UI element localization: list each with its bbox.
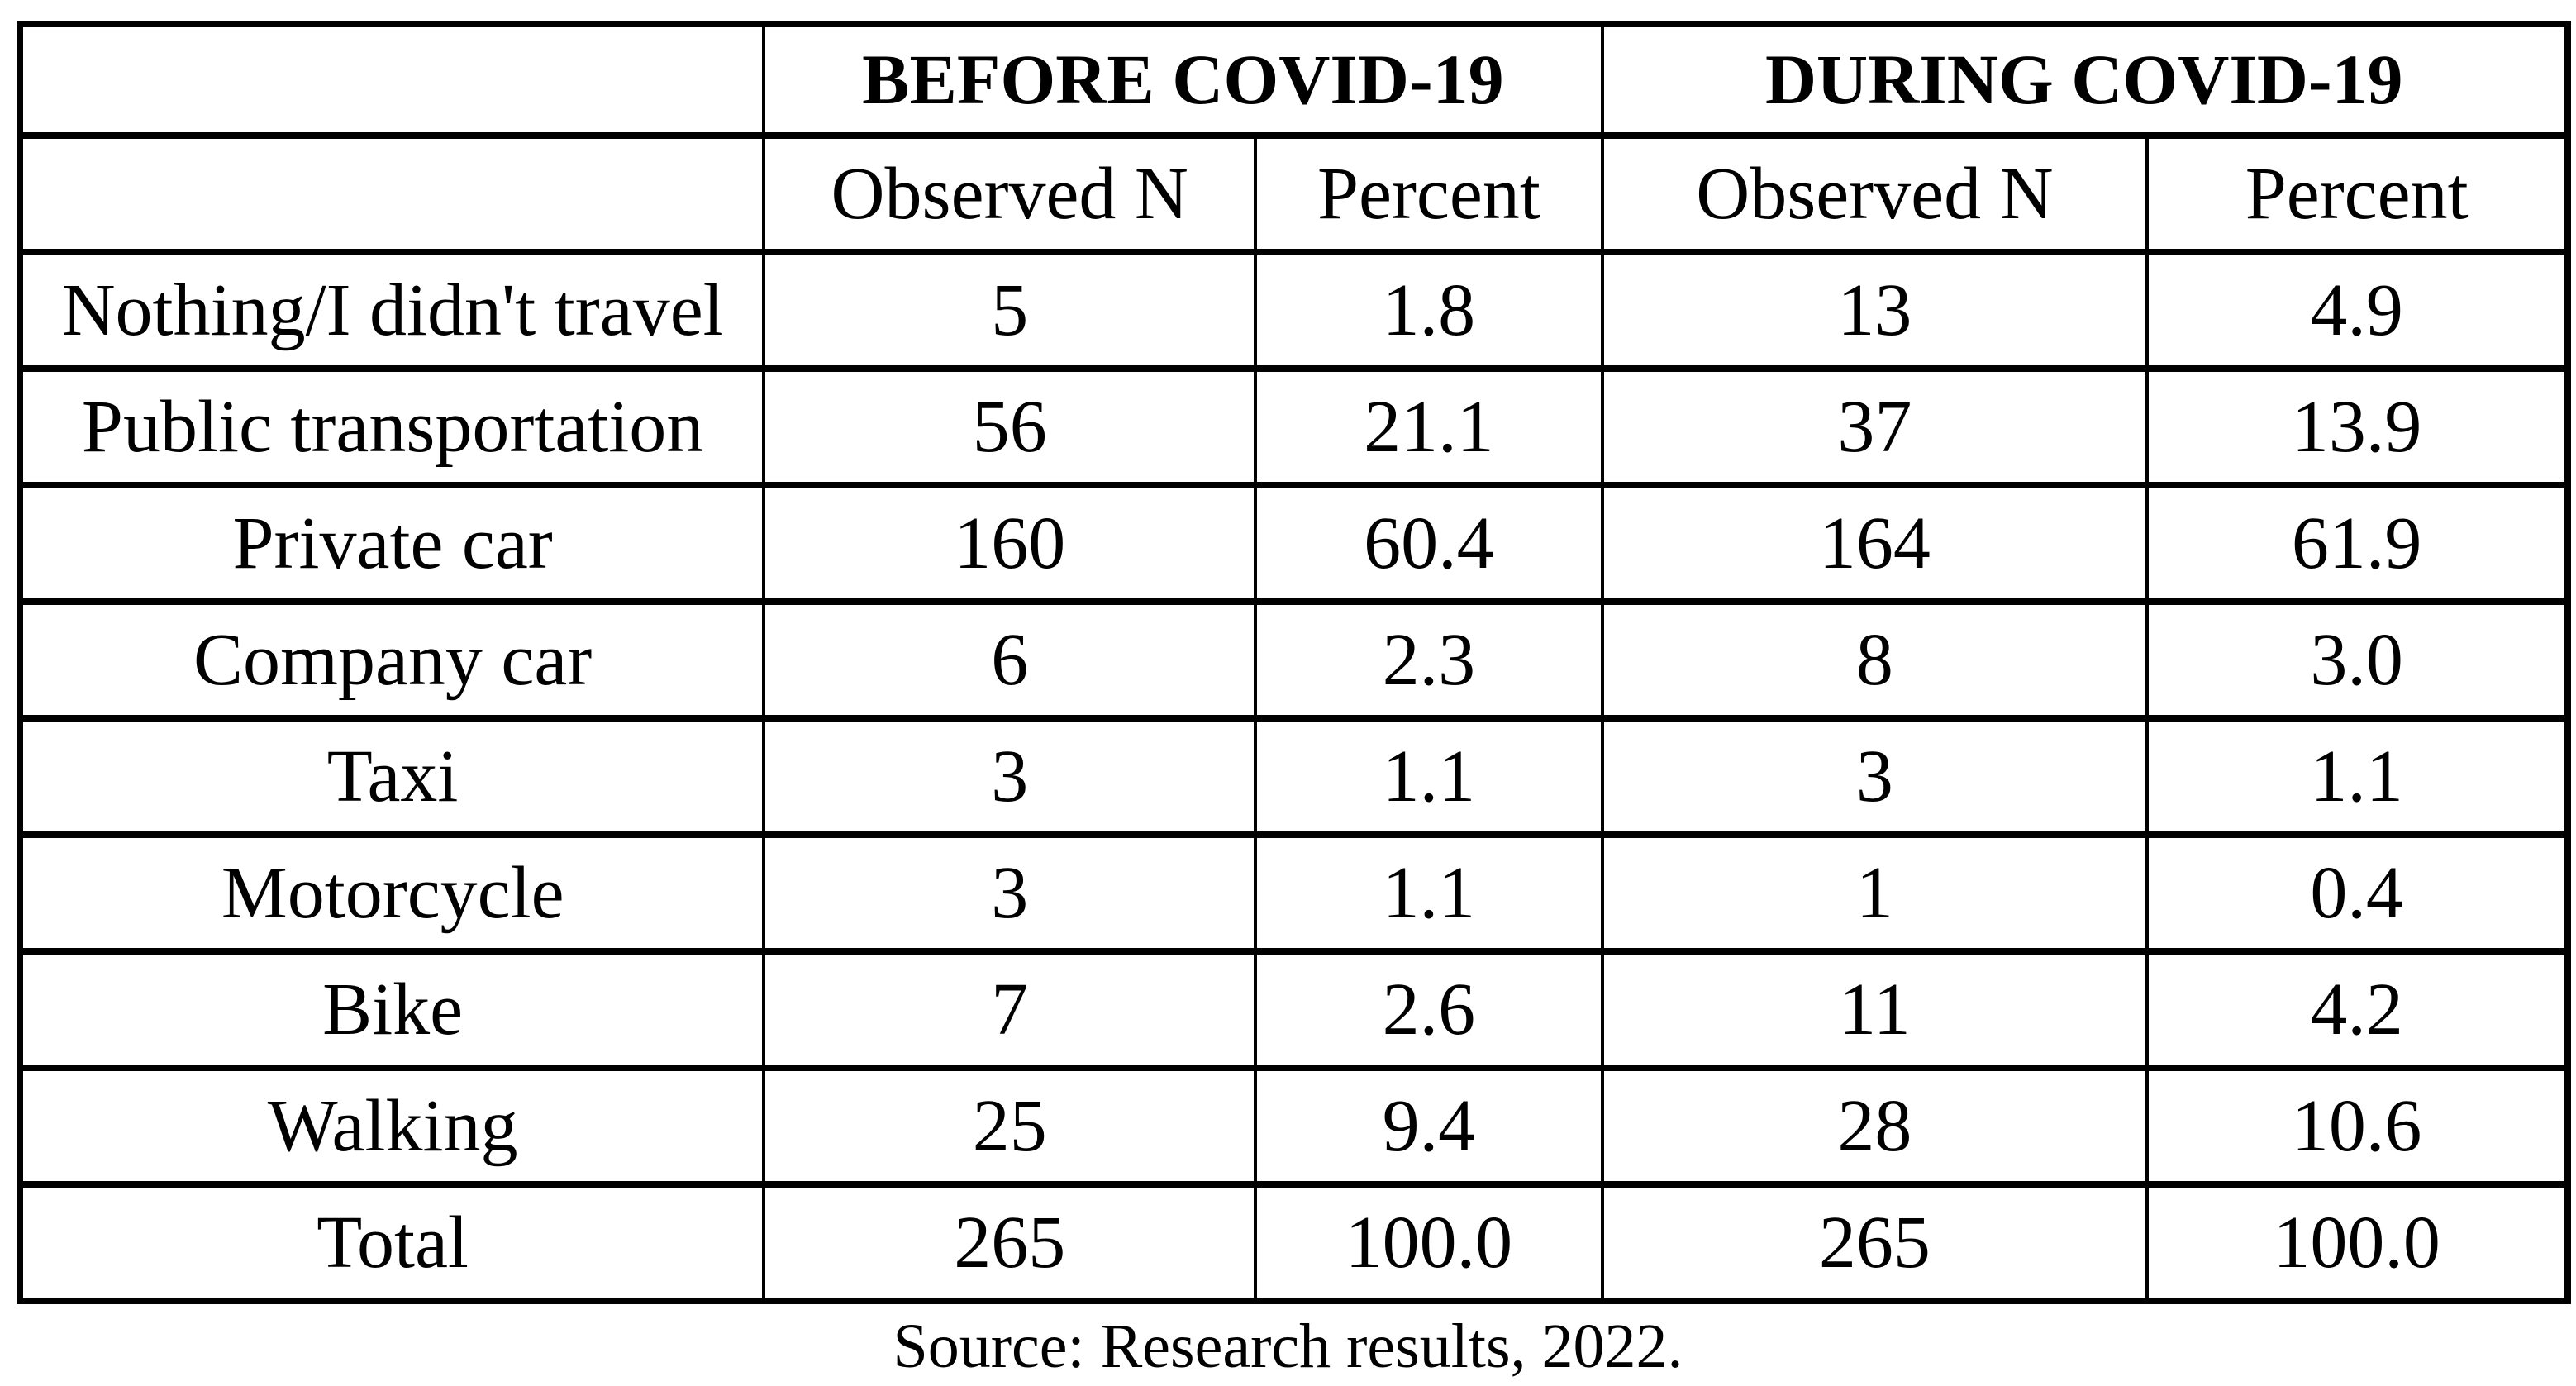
before-percent-value: 100.0 (1254, 1181, 1604, 1304)
before-percent-value: 1.1 (1254, 831, 1604, 955)
row-label: Nothing/I didn't travel (17, 249, 766, 373)
before-observed-n-value: 7 (762, 948, 1258, 1072)
source-note: Source: Research results, 2022. (893, 1312, 1683, 1381)
row-label: Total (17, 1181, 766, 1304)
during-percent-value: 3.0 (2145, 598, 2569, 722)
table-row-private-car: Private car 160 60.4 164 61.9 (17, 482, 2569, 606)
row-label-header-empty-cell (17, 132, 766, 256)
during-percent-value: 10.6 (2145, 1065, 2569, 1188)
row-label: Motorcycle (17, 831, 766, 955)
before-percent-value: 2.6 (1254, 948, 1604, 1072)
column-header-row: Observed N Percent Observed N Percent (17, 132, 2569, 256)
during-percent-value: 4.9 (2145, 249, 2569, 373)
during-percent-value: 1.1 (2145, 715, 2569, 839)
during-percent-value: 4.2 (2145, 948, 2569, 1072)
during-percent-value: 61.9 (2145, 482, 2569, 606)
during-observed-n-value: 1 (1600, 831, 2150, 955)
table-row-total: Total 265 100.0 265 100.0 (17, 1181, 2569, 1304)
before-observed-n-value: 3 (762, 831, 1258, 955)
before-observed-n-value: 160 (762, 482, 1258, 606)
group-header-row: BEFORE COVID-19 DURING COVID-19 (17, 20, 2570, 140)
table-row-company-car: Company car 6 2.3 8 3.0 (17, 598, 2569, 722)
before-observed-n-value: 3 (762, 715, 1258, 839)
before-observed-n-value: 6 (762, 598, 1258, 722)
during-percent-value: 13.9 (2145, 365, 2569, 489)
row-label: Private car (17, 482, 766, 606)
row-label: Taxi (17, 715, 766, 839)
table-row-public-transportation: Public transportation 56 21.1 37 13.9 (17, 365, 2569, 489)
during-observed-n-value: 265 (1600, 1181, 2150, 1304)
table-row-taxi: Taxi 3 1.1 3 1.1 (17, 715, 2569, 839)
before-percent-value: 1.8 (1254, 249, 1604, 373)
row-label: Bike (17, 948, 766, 1072)
before-observed-n-value: 25 (762, 1065, 1258, 1188)
before-percent-value: 2.3 (1254, 598, 1604, 722)
col-header-during-percent: Percent (2145, 132, 2569, 256)
table-row-walking: Walking 25 9.4 28 10.6 (17, 1065, 2569, 1188)
during-observed-n-value: 37 (1600, 365, 2150, 489)
group-header-before-covid: BEFORE COVID-19 (762, 20, 1604, 140)
col-header-during-observed-n: Observed N (1600, 132, 2150, 256)
during-observed-n-value: 8 (1600, 598, 2150, 722)
table-row-bike: Bike 7 2.6 11 4.2 (17, 948, 2569, 1072)
before-percent-value: 60.4 (1254, 482, 1604, 606)
col-header-before-percent: Percent (1254, 132, 1604, 256)
col-header-before-observed-n: Observed N (762, 132, 1258, 256)
group-header-during-covid: DURING COVID-19 (1600, 20, 2570, 140)
during-percent-value: 0.4 (2145, 831, 2569, 955)
during-percent-value: 100.0 (2145, 1181, 2569, 1304)
during-observed-n-value: 3 (1600, 715, 2150, 839)
row-label: Public transportation (17, 365, 766, 489)
before-observed-n-value: 265 (762, 1181, 1258, 1304)
during-observed-n-value: 164 (1600, 482, 2150, 606)
before-percent-value: 1.1 (1254, 715, 1604, 839)
table-row-nothing: Nothing/I didn't travel 5 1.8 13 4.9 (17, 249, 2569, 373)
during-observed-n-value: 13 (1600, 249, 2150, 373)
row-label: Company car (17, 598, 766, 722)
before-percent-value: 21.1 (1254, 365, 1604, 489)
before-observed-n-value: 5 (762, 249, 1258, 373)
before-observed-n-value: 56 (762, 365, 1258, 489)
during-observed-n-value: 28 (1600, 1065, 2150, 1188)
travel-mode-frequency-table: BEFORE COVID-19 DURING COVID-19 Observed… (17, 20, 2571, 1304)
before-percent-value: 9.4 (1254, 1065, 1604, 1188)
during-observed-n-value: 11 (1600, 948, 2150, 1072)
corner-empty-cell (17, 20, 766, 140)
row-label: Walking (17, 1065, 766, 1188)
table-row-motorcycle: Motorcycle 3 1.1 1 0.4 (17, 831, 2569, 955)
